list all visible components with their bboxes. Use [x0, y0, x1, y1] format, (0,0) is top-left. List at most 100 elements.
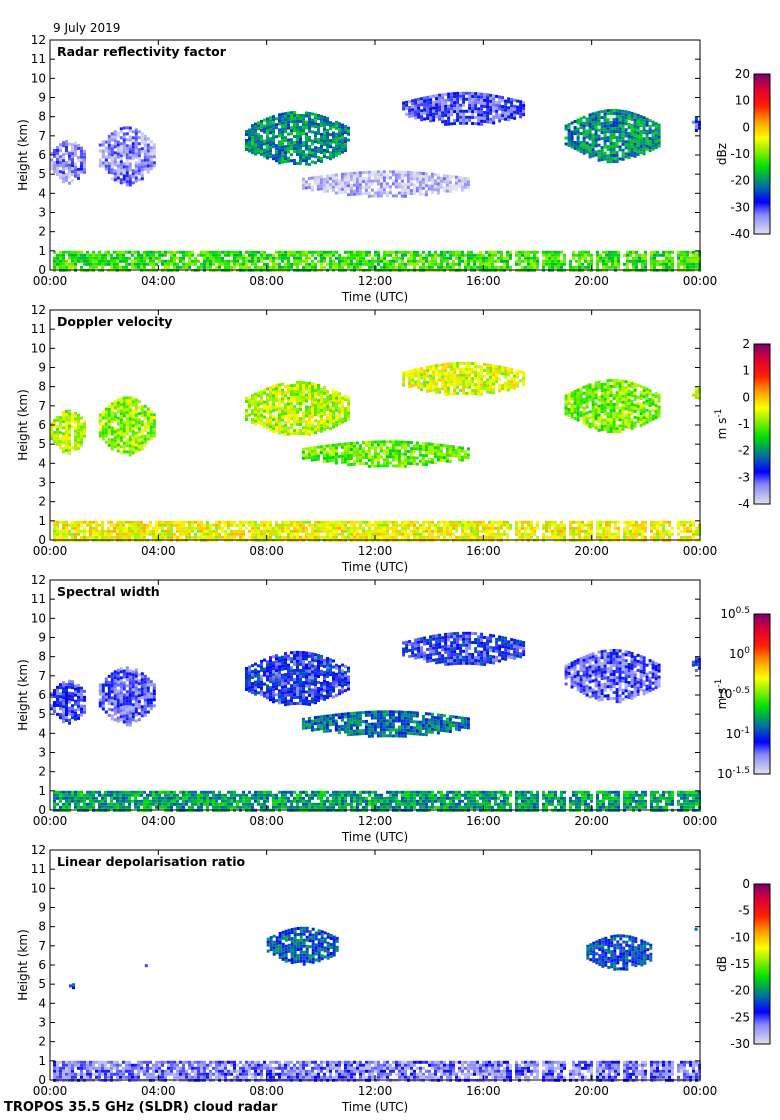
data-cell — [164, 262, 167, 266]
data-cell — [113, 412, 117, 416]
data-cell — [248, 146, 251, 150]
data-cell — [266, 399, 269, 403]
data-cell — [489, 93, 493, 97]
data-cell — [50, 164, 53, 168]
data-cell — [197, 526, 200, 530]
data-cell — [92, 259, 95, 263]
data-cell — [134, 410, 138, 414]
data-cell — [422, 262, 425, 266]
x-tick-label: 20:00 — [574, 274, 609, 288]
data-cell — [527, 535, 530, 539]
data-cell — [74, 526, 77, 530]
data-cell — [653, 265, 656, 269]
data-cell — [665, 250, 668, 254]
data-cell — [128, 417, 132, 421]
data-cell — [338, 140, 341, 144]
data-cell — [68, 181, 71, 185]
data-cell — [398, 262, 401, 266]
data-cell — [379, 182, 383, 186]
data-cell — [426, 110, 430, 114]
data-cell — [627, 123, 631, 126]
data-cell — [140, 253, 143, 257]
data-cell — [344, 143, 347, 147]
data-cell — [329, 259, 332, 263]
data-cell — [293, 120, 296, 123]
data-cell — [125, 520, 128, 524]
data-cell — [489, 108, 493, 112]
data-cell — [107, 425, 111, 429]
data-cell — [410, 256, 413, 260]
data-cell — [476, 265, 479, 269]
data-cell — [326, 132, 329, 135]
data-cell — [233, 529, 236, 533]
data-cell — [454, 178, 458, 182]
data-cell — [485, 535, 488, 539]
data-cell — [602, 259, 605, 263]
data-cell — [659, 262, 662, 266]
data-cell — [347, 126, 350, 130]
data-cell — [122, 162, 126, 166]
data-cell — [438, 96, 442, 100]
data-cell — [451, 184, 455, 188]
data-cell — [305, 126, 308, 130]
data-cell — [152, 164, 156, 168]
data-cell — [146, 164, 150, 168]
data-cell — [182, 253, 185, 257]
data-cell — [656, 523, 659, 527]
data-cell — [137, 178, 141, 182]
data-cell — [266, 387, 269, 391]
data-cell — [266, 423, 269, 427]
data-cell — [251, 520, 254, 524]
data-cell — [59, 250, 62, 254]
data-cell — [83, 158, 86, 162]
data-cell — [302, 132, 305, 136]
data-cell — [71, 520, 74, 524]
data-cell — [272, 430, 275, 434]
data-cell — [689, 529, 692, 533]
data-cell — [492, 106, 496, 110]
data-cell — [423, 108, 427, 112]
data-cell — [251, 409, 254, 413]
data-cell — [453, 104, 457, 108]
data-cell — [441, 105, 445, 109]
data-cell — [382, 188, 386, 192]
data-cell — [74, 141, 77, 145]
data-cell — [386, 253, 389, 257]
data-cell — [477, 119, 481, 123]
data-cell — [320, 138, 323, 142]
data-cell — [373, 173, 377, 177]
data-cell — [269, 523, 272, 527]
data-cell — [383, 523, 386, 527]
data-cell — [465, 97, 469, 101]
data-cell — [630, 153, 634, 157]
data-cell — [435, 106, 439, 110]
data-cell — [251, 523, 254, 527]
data-cell — [284, 160, 287, 164]
data-cell — [95, 520, 98, 524]
data-cell — [131, 262, 134, 266]
data-cell — [59, 173, 62, 177]
data-cell — [459, 106, 463, 110]
data-cell — [629, 250, 632, 254]
data-cell — [694, 117, 698, 120]
data-cell — [287, 532, 290, 536]
data-cell — [134, 146, 138, 150]
data-cell — [527, 520, 530, 524]
data-cell — [53, 250, 56, 254]
data-cell — [578, 259, 581, 263]
data-cell — [53, 520, 56, 524]
data-cell — [155, 529, 158, 533]
data-cell — [635, 256, 638, 260]
data-cell — [98, 529, 101, 533]
data-cell — [275, 159, 278, 163]
data-cell — [113, 433, 117, 437]
data-cell — [302, 526, 305, 530]
data-cell — [86, 523, 89, 527]
data-cell — [131, 442, 135, 446]
data-cell — [56, 256, 59, 260]
data-cell — [587, 532, 590, 536]
data-cell — [320, 520, 323, 524]
data-cell — [470, 253, 473, 257]
data-cell — [506, 259, 509, 263]
data-cell — [293, 432, 296, 435]
